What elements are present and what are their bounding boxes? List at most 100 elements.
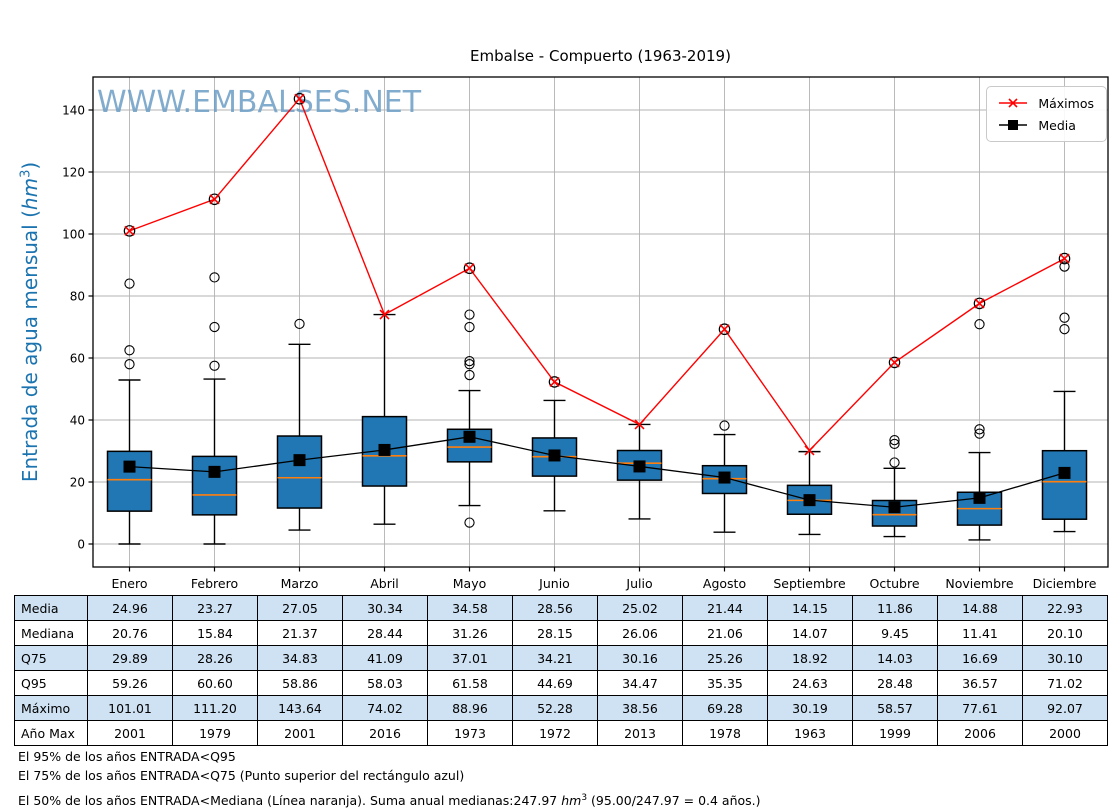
table-cell: 58.86	[257, 670, 343, 696]
media-square-marker	[718, 471, 731, 484]
footnote-unit: hm	[561, 793, 582, 809]
x-tick-label: Octubre	[869, 576, 919, 591]
x-tick-label: Marzo	[281, 576, 319, 591]
max-x-marker	[209, 194, 220, 205]
outlier-point	[209, 360, 220, 371]
media-square-marker	[973, 491, 986, 504]
table-cell: 21.37	[257, 620, 343, 646]
x-tick-label: Agosto	[703, 576, 746, 591]
table-cell: 20.76	[87, 620, 173, 646]
outlier-point	[974, 424, 985, 435]
row-label-maximo: Máximo	[14, 695, 88, 721]
legend-label-media: Media	[1038, 117, 1076, 133]
max-x-marker	[719, 324, 730, 335]
max-outlier-circle	[1058, 252, 1071, 265]
boxplot-chart: WWW.EMBALSES.NET 0 20 40 60 80 100 120 140 Enero F…	[62, 76, 1109, 591]
table-cell: 111.20	[172, 695, 258, 721]
max-outlier-circle	[123, 225, 136, 237]
table-cell: 23.27	[172, 595, 258, 621]
x-tick-label: Febrero	[191, 576, 238, 591]
table-cell: 92.07	[1022, 695, 1108, 721]
table-cell: 52.28	[512, 695, 598, 721]
table-cell: 77.61	[937, 695, 1023, 721]
footnote-q75: El 75% de los años ENTRADA<Q75 (Punto su…	[18, 768, 465, 783]
footnote-mediana-tail: (95.00/247.97 = 0.4 años.)	[587, 793, 761, 809]
y-tick-label: 40	[70, 414, 85, 428]
table-cell: 2001	[257, 720, 343, 746]
outlier-point	[294, 318, 305, 330]
max-outlier-circle	[463, 262, 476, 275]
table-cell: 1999	[852, 720, 938, 746]
max-x-marker	[1059, 253, 1070, 264]
table-cell: 38.56	[597, 695, 683, 721]
y-tick-label: 140	[62, 104, 85, 118]
table-row-q95: Q95 59.26 60.60 58.86 58.03 61.58 44.69 34.47 35…	[14, 670, 1108, 696]
table-cell: 143.64	[257, 695, 343, 721]
table-cell: 34.47	[597, 670, 683, 696]
table-row-ano-max: Año Max 2001 1979 2001 2016 1973 1972 2013 1978 1…	[14, 720, 1108, 746]
table-cell: 16.69	[937, 645, 1023, 671]
table-cell: 25.26	[682, 645, 768, 671]
table-cell: 34.83	[257, 645, 343, 671]
table-cell: 30.16	[597, 645, 683, 671]
max-outlier-circle	[293, 92, 306, 105]
box	[1041, 449, 1088, 520]
watermark-text: WWW.EMBALSES.NET	[97, 85, 422, 120]
footnote-mediana-text: El 50% de los años ENTRADA<Mediana (Líne…	[18, 793, 562, 809]
media-square-marker	[633, 460, 646, 473]
table-cell: 28.48	[852, 670, 938, 696]
max-outlier-circle	[208, 193, 221, 206]
media-square-marker	[803, 494, 816, 507]
outlier-point	[124, 278, 135, 289]
outlier-point	[889, 438, 900, 450]
outlier-point	[464, 321, 475, 333]
table-cell: 71.02	[1022, 670, 1108, 696]
max-outlier-circle	[548, 376, 561, 388]
media-square-marker	[888, 501, 901, 514]
x-tick-label: Junio	[538, 576, 570, 591]
y-tick-label: 80	[70, 290, 85, 304]
table-cell: 26.06	[597, 620, 683, 646]
outlier-point	[974, 428, 985, 439]
max-x-marker	[804, 445, 815, 456]
max-x-marker	[124, 225, 135, 236]
table-cell: 28.56	[512, 595, 598, 621]
table-cell: 14.88	[937, 595, 1023, 621]
footnote-q95: El 95% de los años ENTRADA<Q95	[18, 749, 236, 764]
table-cell: 11.86	[852, 595, 938, 621]
table-cell: 30.19	[767, 695, 853, 721]
table-cell: 88.96	[427, 695, 513, 721]
table-cell: 30.34	[342, 595, 428, 621]
max-x-marker	[634, 419, 645, 430]
table-cell: 69.28	[682, 695, 768, 721]
table-cell: 1963	[767, 720, 853, 746]
table-cell: 28.44	[342, 620, 428, 646]
media-square-marker	[1058, 466, 1071, 479]
table-cell: 9.45	[852, 620, 938, 646]
footnotes: El 95% de los años ENTRADA<Q95 El 75% de…	[18, 747, 761, 810]
x-tick-label: Septiembre	[773, 576, 846, 591]
media-series-line	[129, 436, 1065, 508]
box	[191, 455, 238, 516]
max-x-marker	[974, 298, 985, 309]
y-axis-label-close: )	[18, 161, 42, 170]
x-tick-label: Enero	[111, 576, 147, 591]
y-tick-label: 20	[70, 476, 85, 490]
media-square-marker	[548, 449, 561, 462]
table-cell: 21.06	[682, 620, 768, 646]
table-cell: 28.26	[172, 645, 258, 671]
outlier-point	[464, 517, 475, 528]
table-row-maximo: Máximo 101.01 111.20 143.64 74.02 88.96 52.28 3…	[14, 695, 1108, 721]
outlier-point	[124, 345, 135, 356]
y-tick-label: 60	[70, 352, 85, 366]
outlier-point	[1059, 261, 1070, 272]
table-cell: 59.26	[87, 670, 173, 696]
table-row-mediana: Mediana 20.76 15.84 21.37 28.44 31.26 28.15 26.…	[14, 620, 1108, 646]
y-tick-label: 0	[77, 538, 85, 552]
outlier-point	[209, 321, 220, 333]
box	[106, 450, 153, 512]
table-cell: 34.21	[512, 645, 598, 671]
media-square-marker	[463, 430, 476, 443]
table-cell: 101.01	[87, 695, 173, 721]
